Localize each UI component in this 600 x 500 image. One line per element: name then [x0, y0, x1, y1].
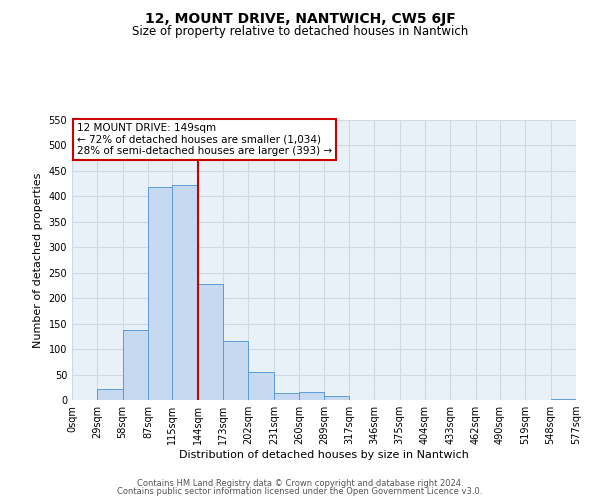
Bar [248, 372, 274, 400]
Bar [148, 187, 172, 400]
Text: Size of property relative to detached houses in Nantwich: Size of property relative to detached ho… [132, 25, 468, 38]
Text: Contains HM Land Registry data © Crown copyright and database right 2024.: Contains HM Land Registry data © Crown c… [137, 478, 463, 488]
Bar [299, 392, 325, 400]
Bar [97, 389, 122, 400]
Bar [325, 396, 349, 400]
Text: 12 MOUNT DRIVE: 149sqm
← 72% of detached houses are smaller (1,034)
28% of semi-: 12 MOUNT DRIVE: 149sqm ← 72% of detached… [77, 123, 332, 156]
Bar [198, 284, 223, 400]
X-axis label: Distribution of detached houses by size in Nantwich: Distribution of detached houses by size … [179, 450, 469, 460]
Bar [172, 185, 198, 400]
Bar [122, 330, 148, 400]
Y-axis label: Number of detached properties: Number of detached properties [33, 172, 43, 348]
Text: 12, MOUNT DRIVE, NANTWICH, CW5 6JF: 12, MOUNT DRIVE, NANTWICH, CW5 6JF [145, 12, 455, 26]
Text: Contains public sector information licensed under the Open Government Licence v3: Contains public sector information licen… [118, 487, 482, 496]
Bar [551, 399, 576, 400]
Bar [223, 341, 248, 400]
Bar [274, 394, 299, 400]
